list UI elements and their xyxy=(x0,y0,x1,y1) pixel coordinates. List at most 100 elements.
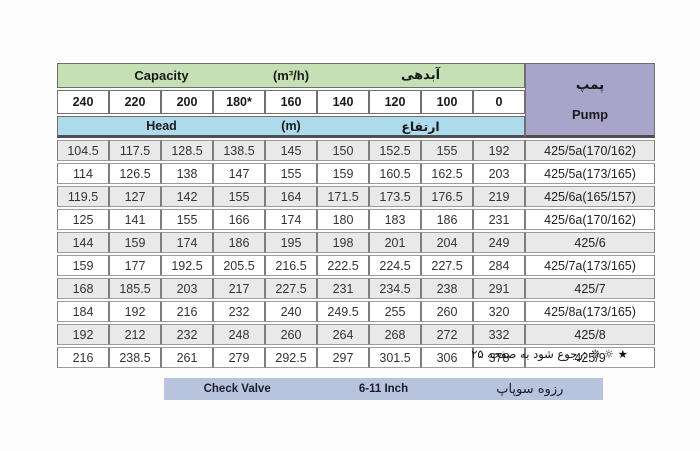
pump-model-cell: 425/7 xyxy=(525,278,656,299)
head-value-cell: 203 xyxy=(473,163,526,184)
head-value-cell: 114 xyxy=(57,163,109,184)
table-row: 144 159 174 186 195 198 201 204 249 425/6 xyxy=(57,232,656,253)
head-value-cell: 155 xyxy=(421,140,474,161)
head-value-cell: 216 xyxy=(161,301,213,322)
head-value-cell: 320 xyxy=(473,301,526,322)
head-value-cell: 192 xyxy=(109,301,161,322)
head-value-cell: 204 xyxy=(421,232,474,253)
head-value-cell: 198 xyxy=(317,232,370,253)
head-value-cell: 217 xyxy=(213,278,266,299)
flow-col: 180* xyxy=(213,90,266,114)
head-value-cell: 306 xyxy=(421,347,474,368)
head-value-cell: 219 xyxy=(473,186,526,207)
head-value-cell: 152.5 xyxy=(369,140,422,161)
head-value-cell: 186 xyxy=(213,232,266,253)
head-value-cell: 195 xyxy=(265,232,318,253)
head-value-cell: 201 xyxy=(369,232,422,253)
table-row: 184 192 216 232 240 249.5 255 260 320 425/8a(173/… xyxy=(57,301,656,322)
head-value-cell: 155 xyxy=(161,209,213,230)
pump-model-cell: 425/6a(170/162) xyxy=(525,209,656,230)
head-value-cell: 119.5 xyxy=(57,186,109,207)
head-value-cell: 162.5 xyxy=(421,163,474,184)
head-value-cell: 264 xyxy=(317,324,370,345)
table-row: 159 177 192.5 205.5 216.5 222.5 224.5 227.5 284 4… xyxy=(57,255,656,276)
head-value-cell: 168 xyxy=(57,278,109,299)
head-value-cell: 117.5 xyxy=(109,140,161,161)
head-unit: (m) xyxy=(265,116,318,138)
table-body: 104.5 117.5 128.5 138.5 145 150 152.5 155 192 425… xyxy=(57,140,656,368)
head-value-cell: 160.5 xyxy=(369,163,422,184)
pump-model-cell: 425/8a(173/165) xyxy=(525,301,656,322)
head-value-cell: 291 xyxy=(473,278,526,299)
pump-capacity-table: Capacity (m³/h) آبدهی پمپ Pump 240 220 2… xyxy=(57,61,656,370)
head-value-cell: 284 xyxy=(473,255,526,276)
pump-model-cell: 425/5a(173/165) xyxy=(525,163,656,184)
table-row: 119.5 127 142 155 164 171.5 173.5 176.5 219 425/6… xyxy=(57,186,656,207)
pump-model-cell: 425/8 xyxy=(525,324,656,345)
pump-model-cell: 425/6a(165/157) xyxy=(525,186,656,207)
head-label: Head xyxy=(57,116,266,138)
head-label-fa: ارتفاع xyxy=(317,116,526,138)
head-value-cell: 127 xyxy=(109,186,161,207)
head-value-cell: 174 xyxy=(161,232,213,253)
head-value-cell: 268 xyxy=(369,324,422,345)
head-value-cell: 260 xyxy=(421,301,474,322)
head-value-cell: 272 xyxy=(421,324,474,345)
flow-col: 160 xyxy=(265,90,318,114)
capacity-label-fa: آبدهی xyxy=(317,63,526,88)
table-row: 104.5 117.5 128.5 138.5 145 150 152.5 155 192 425… xyxy=(57,140,656,161)
head-value-cell: 212 xyxy=(109,324,161,345)
flow-col: 220 xyxy=(109,90,161,114)
head-value-cell: 231 xyxy=(473,209,526,230)
head-value-cell: 248 xyxy=(213,324,266,345)
head-value-cell: 186 xyxy=(421,209,474,230)
head-value-cell: 192 xyxy=(57,324,109,345)
check-valve-label-fa: رزوه سوپاپ xyxy=(496,381,564,397)
head-value-cell: 279 xyxy=(213,347,266,368)
pump-model-cell: 425/6 xyxy=(525,232,656,253)
head-value-cell: 238.5 xyxy=(109,347,161,368)
head-value-cell: 216 xyxy=(57,347,109,368)
head-value-cell: 249 xyxy=(473,232,526,253)
pump-label-en: Pump xyxy=(571,107,609,122)
capacity-header-row: Capacity (m³/h) آبدهی پمپ Pump xyxy=(57,63,656,138)
head-value-cell: 166 xyxy=(213,209,266,230)
head-value-cell: 176.5 xyxy=(421,186,474,207)
head-value-cell: 125 xyxy=(57,209,109,230)
check-valve-bar: Check Valve 6-11 Inch رزوه سوپاپ xyxy=(164,378,603,400)
head-value-cell: 145 xyxy=(265,140,318,161)
table-row: 168 185.5 203 217 227.5 231 234.5 238 291 425/7 xyxy=(57,278,656,299)
flow-col: 120 xyxy=(369,90,422,114)
head-value-cell: 249.5 xyxy=(317,301,370,322)
head-value-cell: 238 xyxy=(421,278,474,299)
table-row: 125 141 155 166 174 180 183 186 231 425/6a(170/16… xyxy=(57,209,656,230)
head-value-cell: 232 xyxy=(213,301,266,322)
head-value-cell: 222.5 xyxy=(317,255,370,276)
head-value-cell: 104.5 xyxy=(57,140,109,161)
head-value-cell: 177 xyxy=(109,255,161,276)
head-value-cell: 138.5 xyxy=(213,140,266,161)
pump-model-cell: 425/5a(170/162) xyxy=(525,140,656,161)
head-header-row: Head (m) ارتفاع xyxy=(57,116,655,138)
head-value-cell: 126.5 xyxy=(109,163,161,184)
head-value-cell: 232 xyxy=(161,324,213,345)
head-value-cell: 142 xyxy=(161,186,213,207)
head-value-cell: 255 xyxy=(369,301,422,322)
head-value-cell: 183 xyxy=(369,209,422,230)
head-value-cell: 150 xyxy=(317,140,370,161)
head-value-cell: 185.5 xyxy=(109,278,161,299)
flow-col: 0 xyxy=(473,90,526,114)
head-value-cell: 203 xyxy=(161,278,213,299)
head-value-cell: 174 xyxy=(265,209,318,230)
head-value-cell: 205.5 xyxy=(213,255,266,276)
head-value-cell: 240 xyxy=(265,301,318,322)
pump-model-cell: 425/9 xyxy=(525,347,656,368)
head-value-cell: 216.5 xyxy=(265,255,318,276)
head-value-cell: 141 xyxy=(109,209,161,230)
table-row: 192 212 232 248 260 264 268 272 332 425/8 xyxy=(57,324,656,345)
pump-model-cell: 425/7a(173/165) xyxy=(525,255,656,276)
table-row: 114 126.5 138 147 155 159 160.5 162.5 203 425/5a(… xyxy=(57,163,656,184)
head-value-cell: 138 xyxy=(161,163,213,184)
head-value-cell: 171.5 xyxy=(317,186,370,207)
